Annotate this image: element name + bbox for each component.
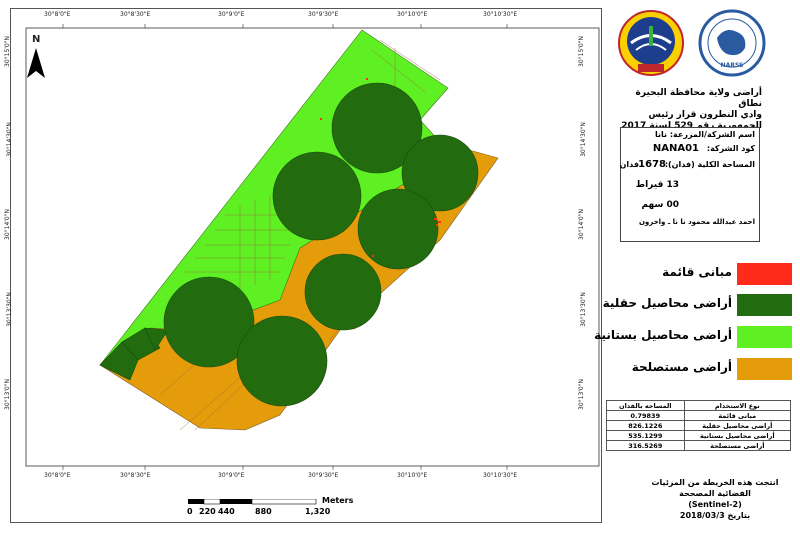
scale-tick: 1,320 [305,507,331,516]
table-cell: 826.1226 [606,420,685,431]
map-title: أراضى ولاية محافظة البحيرة نطاق وادي الن… [612,88,762,132]
organization-logo [616,8,686,78]
coord-top-4: 30°9'30"E [308,11,339,18]
table-row: أراضى محاصيل بستانية 535.1299 [606,430,792,441]
table-header: نوع الاستخدام [683,400,792,411]
pivot-circle [331,82,423,174]
pivot-circle [272,151,362,241]
scale-unit: Meters [322,496,354,505]
field-crop-block [144,327,169,351]
table-cell: 0.79839 [606,410,685,421]
coord-bottom-1: 30°8'0"E [44,472,71,479]
coord-top-2: 30°8'30"E [120,11,151,18]
table-cell: أراضى محاصيل بستانية [683,430,792,441]
coord-top-5: 30°10'0"E [397,11,428,18]
legend-item-reclaimed: أراضى مستصلحة [620,358,792,380]
coord-top-6: 30°10'30"E [483,11,518,18]
pivot-circle [357,188,439,270]
total-area-label: المساحة الكلية (فدان): [664,160,755,169]
coord-bottom-4: 30°9'30"E [308,472,339,479]
table-cell: أراضى محاصيل حقلية [683,420,792,431]
company-name: اسم الشركة/المزرعة: نانا [655,130,755,139]
scale-tick: 440 [218,507,235,516]
map-inner-border [25,27,600,467]
legend-item-field-crops: أراضى محاصيل حقلية [603,294,792,316]
legend-label: مبانى قائمة [662,265,732,279]
land-use-area-table: نوع الاستخدام المساحه بالفدان مبانى قائم… [606,400,792,451]
north-label: N [32,34,41,45]
coord-bottom-5: 30°10'0"E [397,472,428,479]
source-note: انتجت هذه الخريطة من المرئيات الفضائية ا… [640,477,790,521]
center-pivot-fields [163,82,479,407]
title-line: الجمهورية رقم 529 لسنة 2017 [621,121,762,131]
farm-info-box: اسم الشركة/المزرعة: نانا كود الشركة: NAN… [620,127,760,242]
total-area-unit: فدان [619,160,639,169]
pivot-circle [304,253,382,331]
legend-item-horticulture: أراضى محاصيل بستانية [594,326,792,348]
pivot-circle [236,315,328,407]
table-row: أراضى مستصلحة 316.5269 [606,440,792,451]
table-cell: مبانى قائمة [683,410,792,421]
total-area-value: 1678 [638,159,666,170]
legend-label: أراضى مستصلحة [631,360,732,374]
table-cell: 316.5269 [606,440,685,451]
legend-item-buildings: مبانى قائمة [620,263,792,285]
coord-bottom-6: 30°10'30"E [483,472,518,479]
sahm-value: 00 سهم [641,200,679,210]
title-line: أراضى ولاية محافظة البحيرة نطاق [635,88,762,109]
scale-tick: 880 [255,507,272,516]
scale-bar [188,499,317,505]
legend-swatch [737,326,792,348]
source-line: (Sentinel-2) [688,500,742,509]
narss-logo: NARSS [687,8,777,78]
scale-tick: 0 [187,507,193,516]
scale-tick: 220 [199,507,216,516]
table-cell: أراضى مستصلحة [683,440,792,451]
pivot-circle [401,134,479,212]
table-cell: 535.1299 [606,430,685,441]
source-line: بتاريخ 2018/03/3 [679,511,751,520]
owners-value: احمد عبدالله محمود نا نا ـ واخرون [638,218,755,226]
legend-label: أراضى محاصيل بستانية [594,328,732,342]
coord-bottom-3: 30°9'0"E [218,472,245,479]
legend-swatch [737,294,792,316]
source-line: انتجت هذه الخريطة من المرئيات الفضائية ا… [651,478,779,498]
table-header: المساحه بالفدان [606,400,685,411]
title-line: وادي النطرون قرار رئيس [648,110,762,120]
pivot-circle [163,276,255,368]
table-header-row: نوع الاستخدام المساحه بالفدان [606,400,792,411]
north-arrow-icon [27,48,45,78]
table-row: أراضى محاصيل حقلية 826.1226 [606,420,792,431]
legend-swatch [737,358,792,380]
table-row: مبانى قائمة 0.79839 [606,410,792,421]
coord-top-1: 30°8'0"E [44,11,71,18]
legend-swatch [737,263,792,285]
buildings [320,78,441,257]
svg-text:NARSS: NARSS [721,62,744,69]
legend-label: أراضى محاصيل حقلية [602,296,732,310]
coord-top-3: 30°9'0"E [218,11,245,18]
coord-bottom-2: 30°8'30"E [120,472,151,479]
company-code-value: NANA01 [652,143,699,154]
company-code-label: كود الشركة: [706,144,755,153]
qirat-value: 13 قيراط [635,180,679,190]
